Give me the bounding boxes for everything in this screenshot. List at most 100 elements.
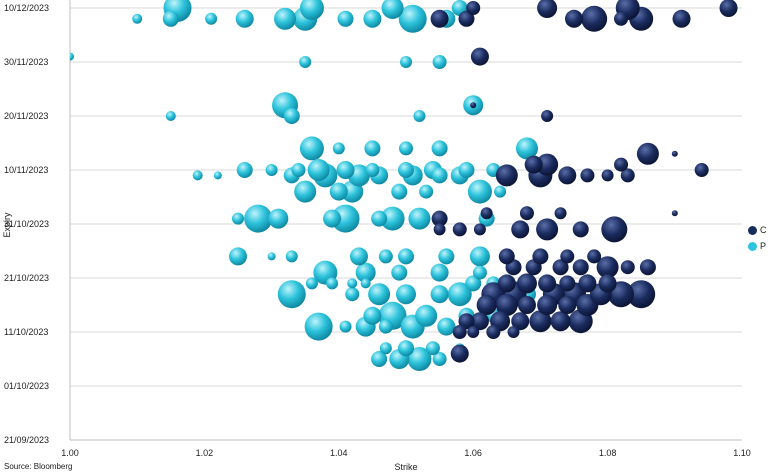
bubble-c bbox=[550, 311, 571, 332]
bubble-p bbox=[391, 264, 408, 281]
bubble-p bbox=[494, 185, 507, 198]
bubble-p bbox=[267, 252, 276, 261]
bubble-p bbox=[132, 13, 143, 24]
bubble-p bbox=[192, 170, 203, 181]
bubble-c bbox=[431, 210, 448, 227]
bubble-c bbox=[537, 295, 558, 315]
bubble-c bbox=[558, 166, 577, 185]
bubble-p bbox=[299, 136, 324, 161]
bubble-p bbox=[430, 285, 449, 304]
bubble-p bbox=[339, 320, 352, 333]
y-tick-label: 21/10/2023 bbox=[4, 273, 49, 283]
bubble-c bbox=[532, 248, 549, 265]
bubble-p bbox=[229, 247, 247, 266]
bubble-c bbox=[450, 344, 469, 363]
bubble-c bbox=[671, 210, 678, 217]
bubble-c bbox=[430, 9, 449, 28]
y-tick-label: 30/11/2023 bbox=[4, 57, 48, 67]
bubble-p bbox=[469, 246, 490, 267]
bubble-p bbox=[213, 171, 222, 180]
bubble-c bbox=[601, 216, 628, 243]
bubble-c bbox=[517, 296, 536, 314]
bubble-c bbox=[639, 259, 656, 276]
bubble-p bbox=[331, 204, 360, 233]
bubble-c bbox=[467, 326, 480, 338]
bubble-p bbox=[371, 351, 388, 367]
bubble-p bbox=[407, 347, 432, 371]
bubble-p bbox=[299, 0, 324, 20]
bubble-p bbox=[364, 140, 381, 157]
bubble-p bbox=[329, 182, 348, 201]
bubble-c bbox=[565, 9, 583, 28]
bubble-p bbox=[360, 278, 371, 289]
legend-label-c: C bbox=[760, 225, 767, 235]
bubble-c bbox=[495, 164, 518, 187]
bubble-p bbox=[467, 179, 492, 204]
bubble-c bbox=[470, 312, 489, 331]
y-axis-title: Expiry bbox=[2, 212, 12, 238]
x-axis-title: Strike bbox=[394, 462, 417, 472]
bubble-p bbox=[305, 277, 318, 290]
bubble-p bbox=[235, 9, 254, 28]
bubble-c bbox=[516, 273, 537, 294]
bubble-p bbox=[431, 140, 448, 157]
y-tick-label: 31/10/2023 bbox=[4, 219, 49, 229]
y-tick-label: 21/09/2023 bbox=[4, 435, 49, 445]
bubble-p bbox=[458, 162, 475, 178]
bubble-p bbox=[432, 352, 447, 366]
bubble-p bbox=[232, 212, 244, 225]
x-tick-label: 1.10 bbox=[733, 448, 751, 458]
bubble-p bbox=[400, 56, 412, 68]
bubble-p bbox=[371, 210, 388, 227]
bubble-c bbox=[495, 294, 518, 316]
bubble-p bbox=[515, 137, 538, 160]
bubble-c bbox=[480, 207, 493, 220]
bubble-c bbox=[541, 110, 554, 122]
x-tick-label: 1.06 bbox=[464, 448, 482, 458]
bubble-p bbox=[437, 317, 456, 336]
bubble-c bbox=[554, 207, 567, 220]
bubble-p bbox=[381, 0, 404, 19]
bubble-c bbox=[452, 325, 467, 339]
gridlines bbox=[70, 7, 742, 441]
bubble-c bbox=[598, 274, 617, 293]
bubble-c bbox=[473, 223, 486, 236]
bubble-c bbox=[601, 169, 614, 182]
bubble-c bbox=[580, 168, 595, 183]
y-tick-label: 20/11/2023 bbox=[4, 111, 48, 121]
bubble-c bbox=[452, 222, 467, 237]
bubble-c bbox=[511, 312, 530, 331]
bubble-p bbox=[274, 7, 297, 30]
bubble-c bbox=[627, 280, 656, 309]
bubble-p bbox=[285, 250, 298, 263]
bubble-p bbox=[398, 162, 414, 178]
bubble-p bbox=[379, 342, 392, 355]
bubble-p bbox=[347, 278, 358, 289]
bubble-c bbox=[596, 256, 619, 279]
bubble-c bbox=[614, 11, 629, 26]
bubble-p bbox=[326, 277, 339, 290]
bubble-p bbox=[294, 180, 317, 203]
bubble-p bbox=[413, 110, 426, 122]
legend-marker-c bbox=[748, 225, 757, 235]
bubble-c bbox=[671, 150, 678, 157]
bubble-p bbox=[378, 319, 393, 334]
bubble-c bbox=[524, 155, 543, 174]
bubble-c bbox=[620, 168, 635, 183]
axes: 21/09/2023 01/10/2023 11/10/2023 21/10/2023… bbox=[4, 0, 751, 458]
bubble-c bbox=[581, 5, 608, 32]
bubble-p bbox=[378, 249, 393, 264]
bubble-c bbox=[719, 0, 738, 17]
bubble-p bbox=[472, 265, 487, 280]
bubble-c bbox=[578, 274, 597, 293]
bubble-c bbox=[511, 220, 530, 239]
bubble-p bbox=[345, 287, 360, 302]
x-tick-label: 1.08 bbox=[599, 448, 617, 458]
bubble-p bbox=[363, 9, 382, 28]
bubble-p bbox=[332, 142, 345, 155]
x-tick-label: 1.00 bbox=[61, 448, 79, 458]
bubble-p bbox=[365, 163, 380, 177]
bubble-p bbox=[265, 164, 278, 176]
bubble-p bbox=[277, 280, 306, 309]
